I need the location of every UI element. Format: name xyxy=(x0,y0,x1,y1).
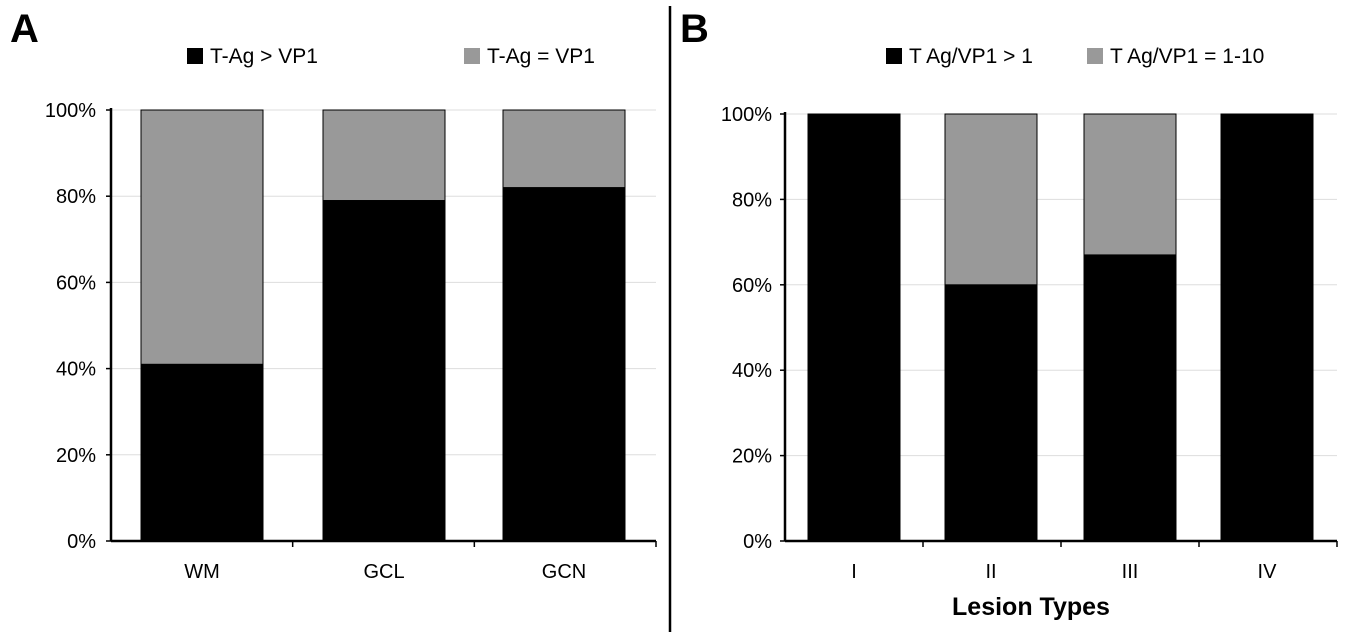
panel-label: B xyxy=(680,7,709,51)
legend-swatch xyxy=(187,48,203,64)
x-axis-title: Lesion Types xyxy=(952,593,1110,621)
bar-iv-series-1 xyxy=(1220,113,1314,542)
y-tick-label: 80% xyxy=(56,186,96,208)
y-tick-label: 20% xyxy=(732,446,772,468)
y-tick-label: 100% xyxy=(721,104,772,126)
chart-panel-b: B T Ag/VP1 > 1 T Ag/VP1 = 1-10 0% 20% 40% 60% 8… xyxy=(680,7,1338,621)
y-tick-label: 100% xyxy=(45,100,96,122)
legend-swatch xyxy=(886,48,902,64)
y-tick-label: 80% xyxy=(732,189,772,211)
bar-iii-series-2 xyxy=(1083,113,1177,256)
legend-swatch xyxy=(464,48,480,64)
y-tick-label: 0% xyxy=(67,531,96,553)
legend-label: T-Ag > VP1 xyxy=(210,45,318,68)
bar-ii-series-2 xyxy=(944,113,1038,286)
panel-label: A xyxy=(10,7,39,51)
bar-wm-series-2 xyxy=(140,109,264,365)
y-tick-label: 40% xyxy=(56,359,96,381)
bar-i-series-1 xyxy=(807,113,901,542)
chart-panel-a: A T-Ag > VP1 T-Ag = VP1 0% 20% 40% 60% 80% 100% W… xyxy=(10,7,657,583)
y-tick-label: 40% xyxy=(732,360,772,382)
x-category-label: III xyxy=(1122,561,1139,583)
legend-label: T-Ag = VP1 xyxy=(487,45,595,68)
bar-wm-series-1 xyxy=(140,363,264,542)
y-tick-label: 0% xyxy=(743,531,772,553)
legend-label: T Ag/VP1 > 1 xyxy=(909,45,1033,68)
y-tick-label: 60% xyxy=(732,275,772,297)
bar-gcn-series-1 xyxy=(502,187,626,542)
x-category-label: GCL xyxy=(363,561,404,583)
y-tick-label: 20% xyxy=(56,445,96,467)
bar-iii-series-1 xyxy=(1083,254,1177,542)
bar-gcl-series-2 xyxy=(322,109,446,202)
x-category-label: IV xyxy=(1258,561,1278,583)
y-tick-label: 60% xyxy=(56,272,96,294)
legend-label: T Ag/VP1 = 1-10 xyxy=(1110,45,1264,68)
bar-gcn-series-2 xyxy=(502,109,626,189)
x-category-label: GCN xyxy=(542,561,586,583)
legend-swatch xyxy=(1087,48,1103,64)
bar-gcl-series-1 xyxy=(322,200,446,542)
x-category-label: I xyxy=(851,561,857,583)
x-category-label: WM xyxy=(184,561,220,583)
bar-ii-series-1 xyxy=(944,284,1038,542)
x-category-label: II xyxy=(985,561,996,583)
